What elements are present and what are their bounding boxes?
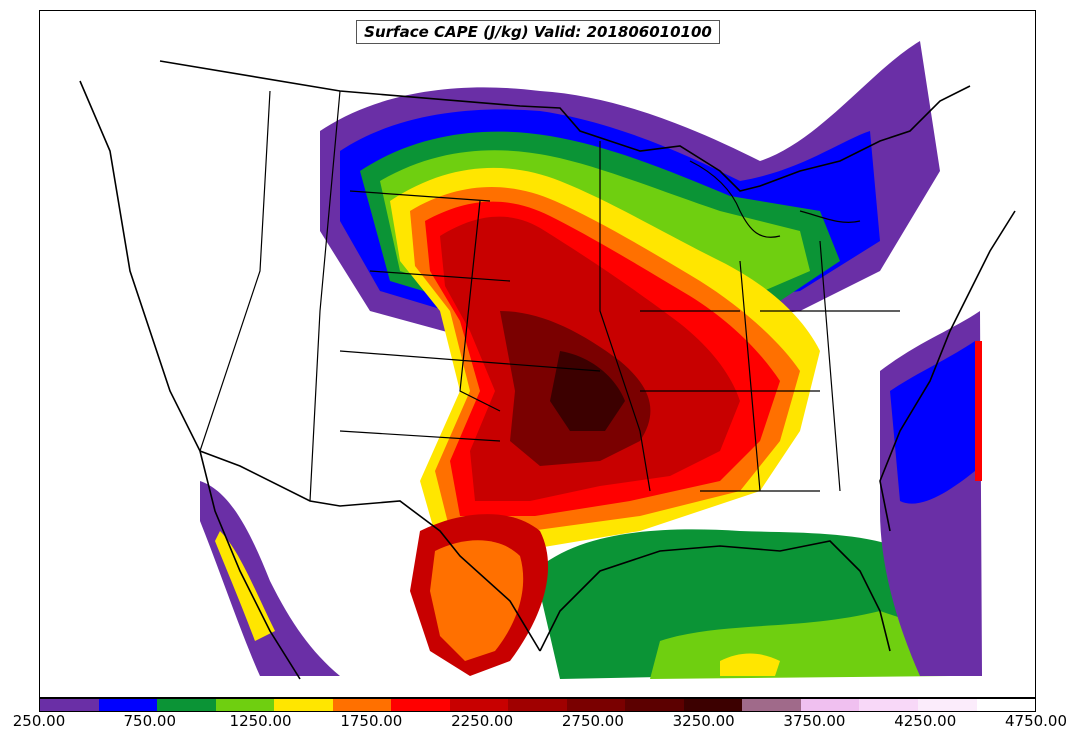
colorbar: [39, 698, 1036, 712]
colorbar-segment: [917, 699, 977, 711]
colorbar-segment: [449, 699, 509, 711]
colorbar-segment: [332, 699, 392, 711]
mexico-field-purple: [200, 481, 340, 676]
colorbar-segment: [98, 699, 158, 711]
map-title: Surface CAPE (J/kg) Valid: 201806010100: [356, 20, 720, 44]
colorbar-tick-label: 3750.00: [783, 712, 846, 730]
colorbar-segment: [215, 699, 275, 711]
boundaries: [79, 60, 1016, 680]
colorbar-tick-label: 750.00: [123, 712, 177, 730]
gulf-field-yellow: [720, 653, 780, 676]
colorbar-segment: [391, 699, 450, 711]
colorbar-tick-label: 1750.00: [340, 712, 403, 730]
east-coast: [879, 210, 1016, 532]
colorbar-tick-label: 2250.00: [451, 712, 514, 730]
colorbar-segment: [274, 699, 333, 711]
texas-field-orange: [430, 540, 524, 661]
atlantic-field-blue: [890, 341, 975, 504]
mexico-field-yellow: [215, 531, 275, 641]
colorbar-segment: [566, 699, 626, 711]
colorbar-segment: [800, 699, 860, 711]
colorbar-segment: [683, 699, 743, 711]
map-panel: [39, 10, 1036, 698]
colorbar-tick-label: 4250.00: [894, 712, 957, 730]
colorbar-tick-label: 2750.00: [561, 712, 624, 730]
colorbar-tick-label: 4750.00: [1004, 712, 1068, 730]
colorbar-segment: [625, 699, 684, 711]
coastal-stripe: [975, 341, 982, 481]
colorbar-segment: [157, 699, 216, 711]
colorbar-segment: [859, 699, 918, 711]
central-field-deep: [550, 351, 625, 431]
west-coast: [79, 80, 301, 680]
us-mexico-border: [199, 450, 541, 652]
colorbar-segment: [742, 699, 801, 711]
colorbar-tick-label: 3250.00: [672, 712, 735, 730]
colorbar-tick-label: 1250.00: [229, 712, 292, 730]
us-canada-border: [159, 60, 971, 192]
colorbar-segment: [508, 699, 567, 711]
cape-shading: [200, 41, 982, 679]
colorbar-segment: [976, 699, 1036, 711]
state-lines: [199, 90, 900, 502]
cape-map: [79, 41, 1016, 680]
colorbar-segment: [40, 699, 99, 711]
colorbar-tick-label: 250.00: [12, 712, 66, 730]
gulf-coast: [539, 540, 891, 652]
great-lakes: [689, 160, 861, 238]
